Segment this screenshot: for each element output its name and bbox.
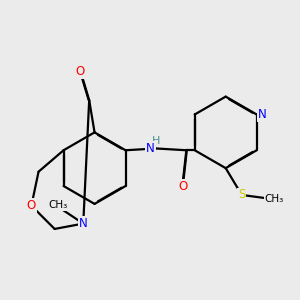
Text: O: O [178,179,188,193]
Text: CH₃: CH₃ [48,200,68,210]
Text: N: N [258,108,266,121]
Text: O: O [76,64,85,78]
Text: S: S [238,188,245,202]
Text: O: O [27,199,36,212]
Text: H: H [152,136,160,146]
Text: N: N [79,217,88,230]
Text: N: N [146,142,155,155]
Text: CH₃: CH₃ [264,194,284,203]
